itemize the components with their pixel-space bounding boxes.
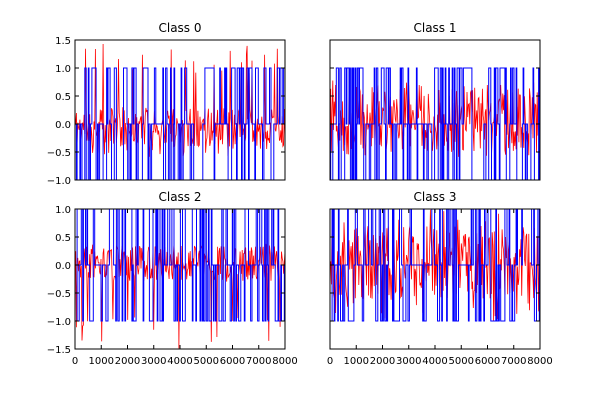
x-tick-label: 4000 xyxy=(167,356,192,367)
subplot-class-1: Class 1 xyxy=(329,21,541,181)
y-tick-label: −0.5 xyxy=(47,148,71,159)
x-axis: 0 1000 2000 3000 4000 5000 6000 7000 8000 xyxy=(327,209,553,367)
x-tick-label: 3000 xyxy=(396,356,421,367)
subplot-title: Class 1 xyxy=(413,21,456,35)
y-tick-label: 0.0 xyxy=(55,261,71,272)
y-axis xyxy=(330,39,540,181)
x-tick-label: 5000 xyxy=(449,356,474,367)
y-tick-label: −1.5 xyxy=(47,345,71,356)
x-tick-label: 0 xyxy=(72,356,78,367)
y-tick-label: −1.0 xyxy=(47,317,71,328)
y-axis: 1.5 1.0 0.5 0.0 −0.5 −1.0 xyxy=(47,36,285,187)
x-tick-label: 0 xyxy=(327,356,333,367)
x-tick-label: 2000 xyxy=(115,356,140,367)
x-tick-label: 7000 xyxy=(246,356,271,367)
x-tick-label: 8000 xyxy=(527,356,552,367)
subplot-title: Class 2 xyxy=(158,190,201,204)
series-line xyxy=(75,67,286,181)
series-blue xyxy=(75,67,286,181)
x-tick-label: 4000 xyxy=(422,356,447,367)
x-tick-label: 1000 xyxy=(344,356,369,367)
x-tick-label: 5000 xyxy=(194,356,219,367)
y-tick-label: 1.5 xyxy=(55,36,71,47)
x-tick-label: 6000 xyxy=(220,356,245,367)
y-tick-label: 1.0 xyxy=(55,205,71,216)
axes-frame xyxy=(329,39,541,181)
x-tick-label: 2000 xyxy=(370,356,395,367)
y-tick-label: −0.5 xyxy=(47,289,71,300)
x-axis: 0 1000 2000 3000 4000 5000 6000 7000 8000 xyxy=(72,209,298,367)
y-tick-label: 0.5 xyxy=(55,233,71,244)
subplot-title: Class 3 xyxy=(413,190,456,204)
subplot-class-2: Class 2 1.0 0.5 0.0 −0.5 −1.0 −1.5 0 1000 2000 3… xyxy=(47,190,298,367)
subplot-title: Class 0 xyxy=(158,21,201,35)
y-tick-label: 1.0 xyxy=(55,64,71,75)
x-tick-label: 3000 xyxy=(141,356,166,367)
y-tick-label: 0.0 xyxy=(55,120,71,131)
axes-frame xyxy=(74,39,286,181)
x-tick-label: 6000 xyxy=(475,356,500,367)
x-tick-label: 8000 xyxy=(272,356,297,367)
y-tick-label: −1.0 xyxy=(47,176,71,187)
subplot-class-3: Class 3 0 1000 2000 3000 4000 5000 6000 7000 800… xyxy=(327,190,553,367)
y-axis xyxy=(330,208,540,350)
x-tick-label: 1000 xyxy=(89,356,114,367)
subplot-class-0: Class 0 1.5 1.0 0.5 0.0 −0.5 −1.0 xyxy=(47,21,286,187)
y-tick-label: 0.5 xyxy=(55,92,71,103)
x-tick-label: 7000 xyxy=(501,356,526,367)
y-axis: 1.0 0.5 0.0 −0.5 −1.0 −1.5 xyxy=(47,205,285,356)
